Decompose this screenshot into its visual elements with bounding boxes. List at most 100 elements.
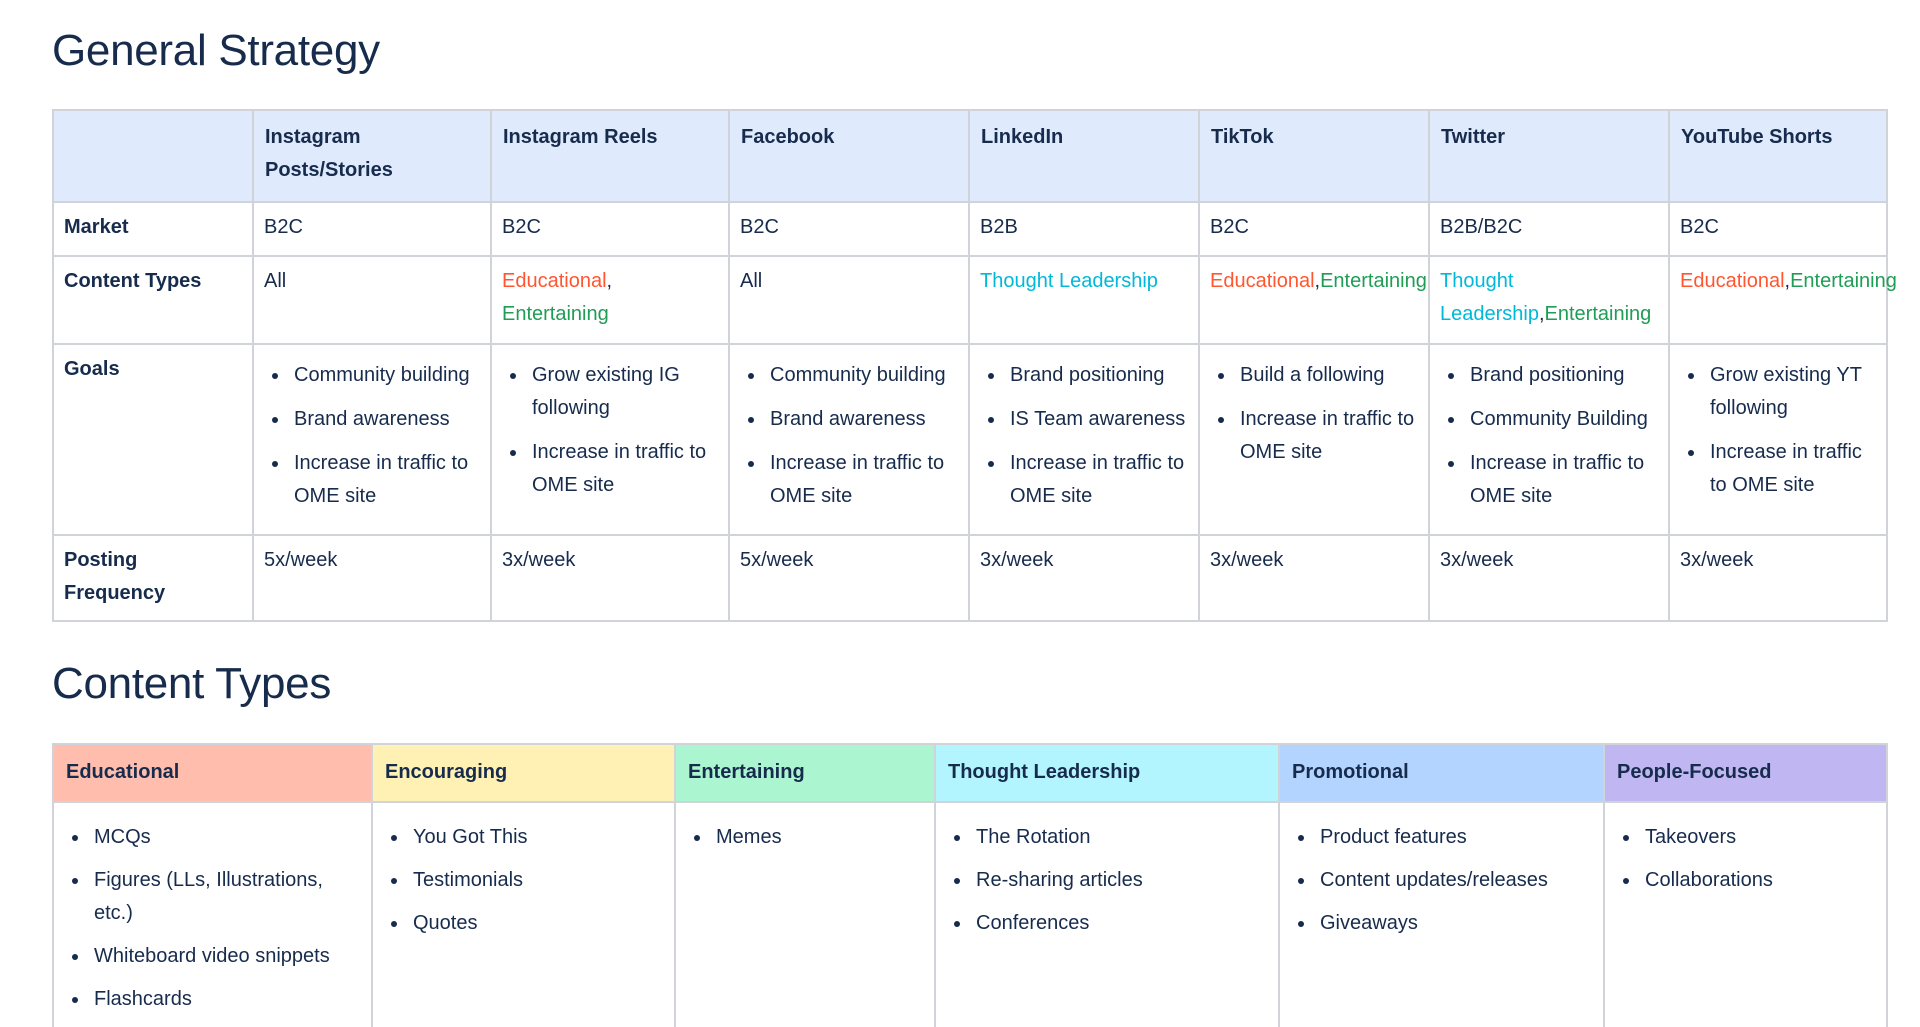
category-header: Educational <box>52 743 373 803</box>
list-item: IS Team awareness <box>988 403 1188 436</box>
bullet-list: Community building Brand awareness Increas… <box>264 353 480 513</box>
content-type-tag: Thought Leadership <box>980 270 1158 292</box>
category-items-cell: The Rotation Re-sharing articles Conferenc… <box>934 801 1280 1027</box>
content-types-heading: Content Types <box>52 659 332 708</box>
bullet-list: Grow existing IG following Increase in tr… <box>502 353 718 502</box>
content-type-tag: , <box>1314 270 1321 292</box>
list-item: Collaborations <box>1623 864 1876 897</box>
list-item: Re-sharing articles <box>954 864 1268 897</box>
list-item: Testimonials <box>391 864 664 897</box>
row-label-posting-frequency: Posting Frequency <box>52 534 254 622</box>
content-type-tag: , <box>1538 303 1545 325</box>
market-cell: B2B <box>968 201 1200 257</box>
list-item: Conferences <box>954 907 1268 940</box>
content-type-tag: Entertaining <box>1790 270 1897 292</box>
row-label-market: Market <box>52 201 254 257</box>
goals-cell: Grow existing IG following Increase in tr… <box>490 343 730 536</box>
category-items-cell: Product features Content updates/releases… <box>1278 801 1605 1027</box>
market-row: Market B2C B2C B2C B2B B2C B2B/B2C B2C <box>52 201 1888 257</box>
bullet-list: Brand positioning IS Team awareness Increa… <box>980 353 1188 513</box>
list-item: Brand awareness <box>748 403 958 436</box>
market-cell: B2C <box>490 201 730 257</box>
frequency-cell: 5x/week <box>252 534 492 622</box>
list-item: Increase in traffic to OME site <box>1688 436 1876 502</box>
content-type-tag: Thought Leadership <box>1440 270 1539 325</box>
platform-header: Facebook <box>728 109 970 203</box>
list-item: Quotes <box>391 907 664 940</box>
category-header: Entertaining <box>674 743 936 803</box>
category-header: Encouraging <box>371 743 676 803</box>
goals-cell: Community building Brand awareness Increas… <box>252 343 492 536</box>
content-types-row: Content Types All Educational, Entertaini… <box>52 255 1897 345</box>
content-types-cell: Educational,Entertaining <box>1198 255 1430 345</box>
list-item: Product features <box>1298 821 1593 854</box>
category-items-cell: Takeovers Collaborations <box>1603 801 1888 1027</box>
frequency-cell: 3x/week <box>1428 534 1670 622</box>
list-item: Increase in traffic to OME site <box>1218 403 1418 469</box>
list-item: Takeovers <box>1623 821 1876 854</box>
list-item: Increase in traffic to OME site <box>510 436 718 502</box>
category-items-cell: MCQs Figures (LLs, Illustrations, etc.) Wh… <box>52 801 373 1027</box>
general-strategy-table: Instagram Posts/Stories Instagram Reels … <box>52 109 1897 622</box>
list-item: Flashcards <box>72 983 361 1016</box>
content-types-cell: All <box>252 255 492 345</box>
list-item: Increase in traffic to OME site <box>748 447 958 513</box>
bullet-list: The Rotation Re-sharing articles Conferenc… <box>948 821 1268 940</box>
frequency-cell: 3x/week <box>490 534 730 622</box>
list-item: Build a following <box>1218 359 1418 392</box>
content-types-cell: Thought Leadership <box>968 255 1200 345</box>
posting-frequency-row: Posting Frequency 5x/week 3x/week 5x/wee… <box>52 534 1888 622</box>
content-type-tag: Entertaining <box>1544 303 1652 325</box>
goals-cell: Build a following Increase in traffic to … <box>1198 343 1430 536</box>
category-header: People-Focused <box>1603 743 1888 803</box>
market-cell: B2C <box>1198 201 1430 257</box>
goals-cell: Brand positioning Community Building Incre… <box>1428 343 1670 536</box>
category-header: Promotional <box>1278 743 1605 803</box>
bullet-list: Brand positioning Community Building Incre… <box>1440 353 1658 513</box>
content-type-tag: Entertaining <box>1320 270 1427 292</box>
list-item: You Got This <box>391 821 664 854</box>
content-type-tag: Educational <box>1210 270 1315 292</box>
market-cell: B2C <box>728 201 970 257</box>
market-cell: B2C <box>1668 201 1888 257</box>
platform-header: Instagram Posts/Stories <box>252 109 492 203</box>
frequency-cell: 3x/week <box>1668 534 1888 622</box>
list-item: Brand positioning <box>1448 359 1658 392</box>
frequency-cell: 3x/week <box>1198 534 1430 622</box>
platform-header: LinkedIn <box>968 109 1200 203</box>
bullet-list: Community building Brand awareness Increas… <box>740 353 958 513</box>
bullet-list: Grow existing YT following Increase in tr… <box>1680 353 1876 502</box>
goals-row: Goals Community building Brand awareness I… <box>52 343 1888 536</box>
frequency-cell: 5x/week <box>728 534 970 622</box>
market-cell: B2B/B2C <box>1428 201 1670 257</box>
list-item: Grow existing IG following <box>510 359 718 425</box>
content-type-tag: , <box>1784 270 1791 292</box>
content-type-tag: Entertaining <box>502 303 609 325</box>
content-types-table: Educational Encouraging Entertaining Though… <box>52 743 1888 1027</box>
list-item: Whiteboard video snippets <box>72 940 361 973</box>
content-type-tag: Educational <box>502 270 607 292</box>
bullet-list: You Got This Testimonials Quotes <box>385 821 664 940</box>
category-items-cell: You Got This Testimonials Quotes <box>371 801 676 1027</box>
content-type-tag: , <box>606 270 613 292</box>
list-item: Community building <box>748 359 958 392</box>
market-cell: B2C <box>252 201 492 257</box>
list-item: Memes <box>694 821 924 854</box>
content-types-cell: All <box>728 255 970 345</box>
list-item: Brand positioning <box>988 359 1188 392</box>
list-item: Grow existing YT following <box>1688 359 1876 425</box>
goals-cell: Community building Brand awareness Increas… <box>728 343 970 536</box>
bullet-list: MCQs Figures (LLs, Illustrations, etc.) Wh… <box>66 821 361 1016</box>
list-item: Increase in traffic to OME site <box>1448 447 1658 513</box>
list-item: Community building <box>272 359 480 392</box>
row-label-content-types: Content Types <box>52 255 254 345</box>
list-item: Giveaways <box>1298 907 1593 940</box>
bullet-list: Product features Content updates/releases… <box>1292 821 1593 940</box>
goals-cell: Grow existing YT following Increase in tr… <box>1668 343 1888 536</box>
platform-header: Instagram Reels <box>490 109 730 203</box>
category-items-cell: Memes <box>674 801 936 1027</box>
corner-cell <box>52 109 254 203</box>
content-types-cell: Thought Leadership,Entertaining <box>1428 255 1670 345</box>
platform-header: Twitter <box>1428 109 1670 203</box>
platform-header: TikTok <box>1198 109 1430 203</box>
